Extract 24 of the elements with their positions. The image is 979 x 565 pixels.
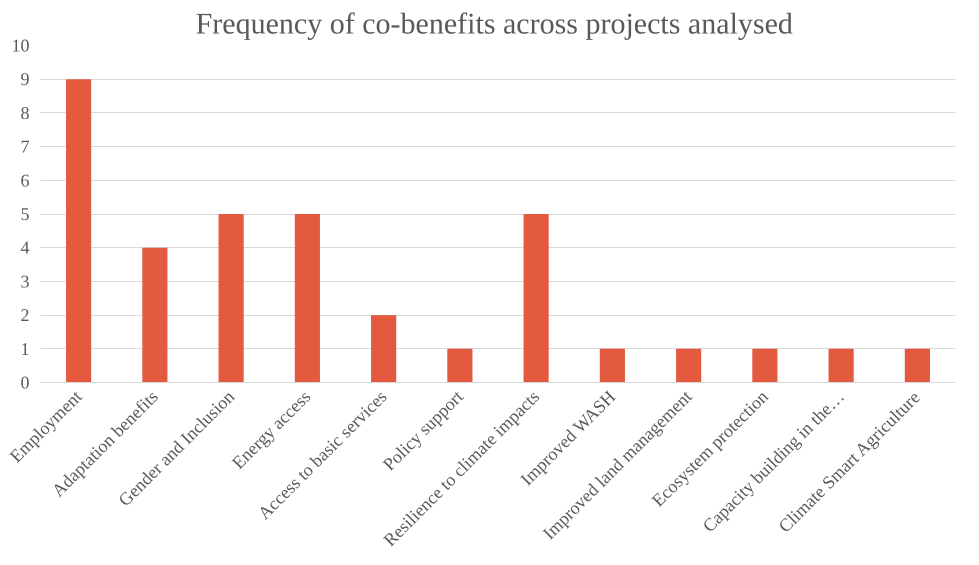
chart-title: Frequency of co-benefits across projects analysed: [196, 8, 793, 40]
bar: [524, 214, 549, 382]
bar: [66, 79, 92, 382]
bar: [828, 348, 854, 382]
y-tick-label: 10: [12, 36, 30, 56]
y-tick-label: 9: [20, 69, 30, 90]
bar: [294, 214, 320, 382]
bar: [752, 348, 778, 382]
bar: [676, 348, 702, 382]
y-tick-label: 6: [20, 170, 30, 190]
bar: [218, 214, 244, 382]
y-tick-label: 8: [20, 102, 30, 123]
y-tick-label: 4: [20, 238, 30, 258]
bar: [600, 348, 625, 382]
y-tick-label: 7: [20, 136, 30, 157]
y-tick-label: 1: [20, 338, 30, 359]
bar: [904, 348, 930, 382]
y-tick-label: 0: [20, 372, 30, 392]
bar: [142, 248, 168, 382]
y-tick-label: 5: [20, 204, 30, 224]
y-tick-label: 2: [20, 305, 30, 326]
bar: [371, 315, 396, 382]
bar: [447, 348, 472, 382]
y-tick-label: 3: [20, 271, 30, 292]
